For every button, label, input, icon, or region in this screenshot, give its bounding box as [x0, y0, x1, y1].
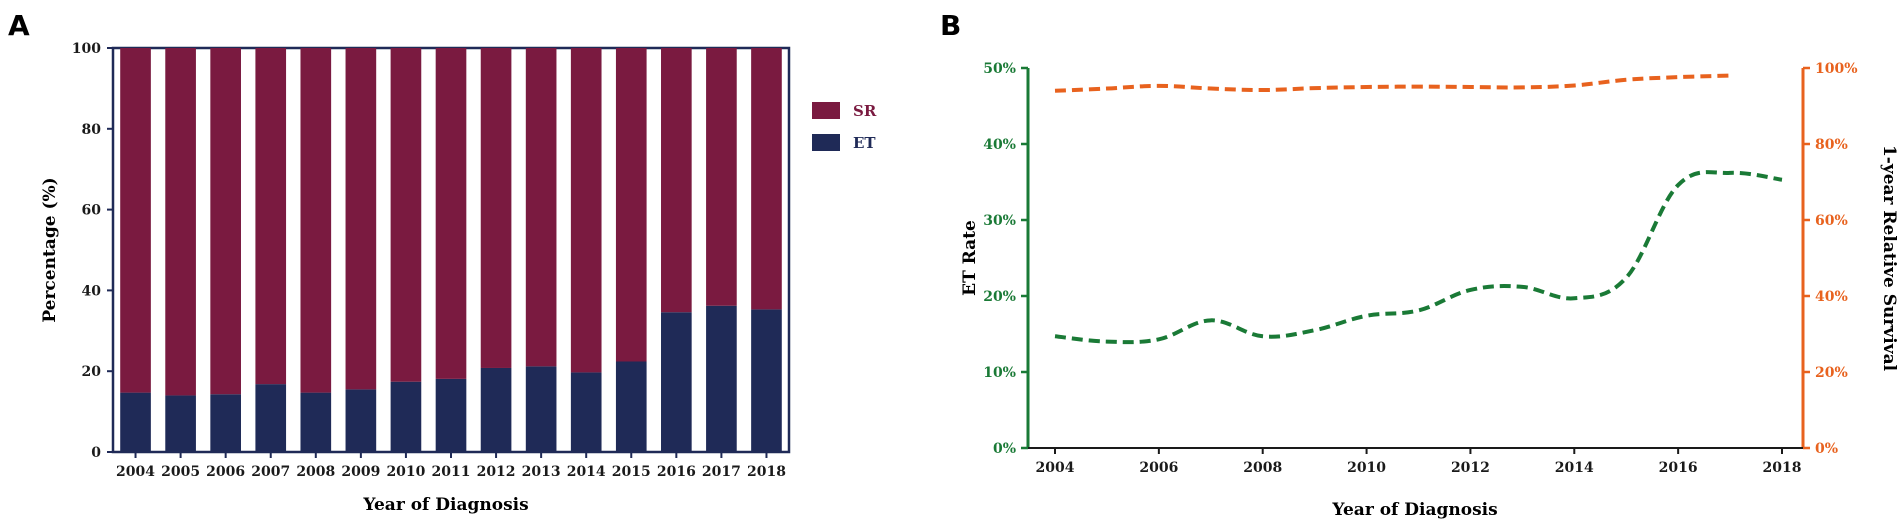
series-line-et-rate: [1054, 170, 1783, 345]
b-x-tick-label-2018: 2018: [1763, 460, 1802, 476]
b-left-tick-label-0: 0%: [993, 441, 1016, 457]
a-x-tick-label-2005: 2005: [161, 464, 200, 480]
a-x-tick-label-2013: 2013: [522, 464, 561, 480]
panel-b-left-y-axis-title: ET Rate: [960, 220, 980, 296]
bar-et-2005: [165, 395, 196, 452]
panel-a-stacked-bar-chart: 0 20 40 60 80 100 2004 2005 2006 2007 2008 2009 201…: [40, 41, 877, 515]
bar-et-2014: [570, 372, 602, 452]
b-right-tick-label-2: 40%: [1815, 289, 1848, 305]
b-left-tick-label-3: 30%: [983, 213, 1016, 229]
a-x-tick-label-2012: 2012: [477, 464, 516, 480]
a-x-tick-label-2016: 2016: [657, 464, 696, 480]
a-y-tick-label-60: 60: [82, 203, 102, 219]
panel-a-y-axis-title: Percentage (%): [40, 177, 60, 322]
bar-sr-2008: [300, 48, 332, 393]
bar-et-2007: [255, 384, 287, 452]
bar-sr-2012: [480, 48, 512, 368]
a-x-tick-label-2014: 2014: [567, 464, 606, 480]
bar-et-2012: [480, 367, 512, 452]
b-left-tick-label-1: 10%: [983, 365, 1016, 381]
panel-b-right-y-axis-title: 1-year Relative Survival: [1879, 145, 1899, 372]
a-x-tick-label-2011: 2011: [432, 464, 471, 480]
series-line-relative-survival: [1054, 73, 1731, 93]
a-y-tick-label-80: 80: [82, 122, 102, 138]
bar-et-2010: [390, 381, 422, 452]
bar-et-2006: [210, 394, 241, 452]
legend-swatch-sr: [812, 102, 840, 119]
panel-b-right-y-ticks: 0% 20% 40% 60% 80% 100%: [1803, 61, 1858, 457]
legend-label-et: ET: [853, 134, 876, 152]
a-x-tick-label-2007: 2007: [251, 464, 290, 480]
b-x-tick-label-2012: 2012: [1451, 460, 1490, 476]
a-x-tick-label-2017: 2017: [702, 464, 741, 480]
panel-a-bars: [120, 48, 782, 452]
b-right-tick-label-1: 20%: [1815, 365, 1848, 381]
panel-a-x-ticks: 2004 2005 2006 2007 2008 2009 2010 2011 2012 2013…: [116, 452, 786, 480]
b-x-tick-label-2006: 2006: [1139, 460, 1178, 476]
bar-sr-2017: [706, 48, 737, 306]
bar-sr-2016: [661, 48, 692, 313]
panel-b-series-lines: [1054, 73, 1783, 345]
legend-swatch-et: [812, 134, 840, 151]
bar-sr-2004: [120, 48, 151, 393]
b-right-tick-label-0: 0%: [1815, 441, 1838, 457]
b-left-tick-label-2: 20%: [983, 289, 1016, 305]
a-x-tick-label-2009: 2009: [341, 464, 380, 480]
panel-b-left-y-ticks: 0% 10% 20% 30% 40% 50%: [983, 61, 1028, 457]
a-y-tick-label-0: 0: [91, 445, 101, 461]
bar-et-2004: [120, 392, 151, 452]
bar-sr-2011: [435, 48, 467, 379]
bar-sr-2010: [390, 48, 422, 382]
bar-sr-2009: [345, 48, 377, 390]
bar-et-2009: [345, 389, 377, 452]
panel-a-label: A: [8, 9, 30, 42]
panel-b-x-ticks: 2004 2006 2008 2010 2012 2014 2016 2018: [1036, 448, 1802, 476]
bar-sr-2013: [525, 48, 557, 367]
a-x-tick-label-2018: 2018: [747, 464, 786, 480]
panel-b-line-chart: 0% 10% 20% 30% 40% 50% 0% 20% 40% 60% 80% 100% 200…: [960, 61, 1899, 520]
panel-a-y-ticks: 0 20 40 60 80 100: [72, 41, 113, 461]
bar-sr-2014: [570, 48, 602, 373]
panel-b-x-axis-title: Year of Diagnosis: [1331, 500, 1497, 520]
a-y-tick-label-40: 40: [82, 283, 102, 299]
b-x-tick-label-2016: 2016: [1659, 460, 1698, 476]
b-left-tick-label-5: 50%: [983, 61, 1016, 77]
bar-et-2013: [525, 366, 557, 452]
panel-b-label: B: [940, 9, 961, 42]
legend-label-sr: SR: [853, 102, 877, 120]
bar-et-2017: [706, 305, 737, 452]
a-y-tick-label-100: 100: [72, 41, 101, 57]
b-x-tick-label-2008: 2008: [1243, 460, 1282, 476]
b-right-tick-label-4: 80%: [1815, 137, 1848, 153]
bar-sr-2006: [210, 48, 241, 395]
b-right-tick-label-3: 60%: [1815, 213, 1848, 229]
b-x-tick-label-2014: 2014: [1555, 460, 1594, 476]
a-x-tick-label-2010: 2010: [386, 464, 425, 480]
bar-et-2018: [751, 309, 782, 452]
bar-et-2015: [615, 361, 647, 452]
bar-sr-2018: [751, 48, 782, 310]
bar-sr-2007: [255, 48, 287, 385]
b-x-tick-label-2004: 2004: [1036, 460, 1075, 476]
panel-a-x-axis-title: Year of Diagnosis: [362, 495, 528, 515]
a-x-tick-label-2006: 2006: [206, 464, 245, 480]
bar-et-2011: [435, 378, 467, 452]
bar-sr-2005: [165, 48, 196, 396]
bar-sr-2015: [615, 48, 647, 362]
b-x-tick-label-2010: 2010: [1347, 460, 1386, 476]
a-x-tick-label-2008: 2008: [296, 464, 335, 480]
bar-et-2008: [300, 392, 332, 452]
b-right-tick-label-5: 100%: [1815, 61, 1858, 77]
panel-a-legend: SR ET: [812, 102, 877, 152]
a-y-tick-label-20: 20: [82, 364, 102, 380]
a-x-tick-label-2015: 2015: [612, 464, 651, 480]
a-x-tick-label-2004: 2004: [116, 464, 155, 480]
b-left-tick-label-4: 40%: [983, 137, 1016, 153]
bar-et-2016: [661, 312, 692, 452]
